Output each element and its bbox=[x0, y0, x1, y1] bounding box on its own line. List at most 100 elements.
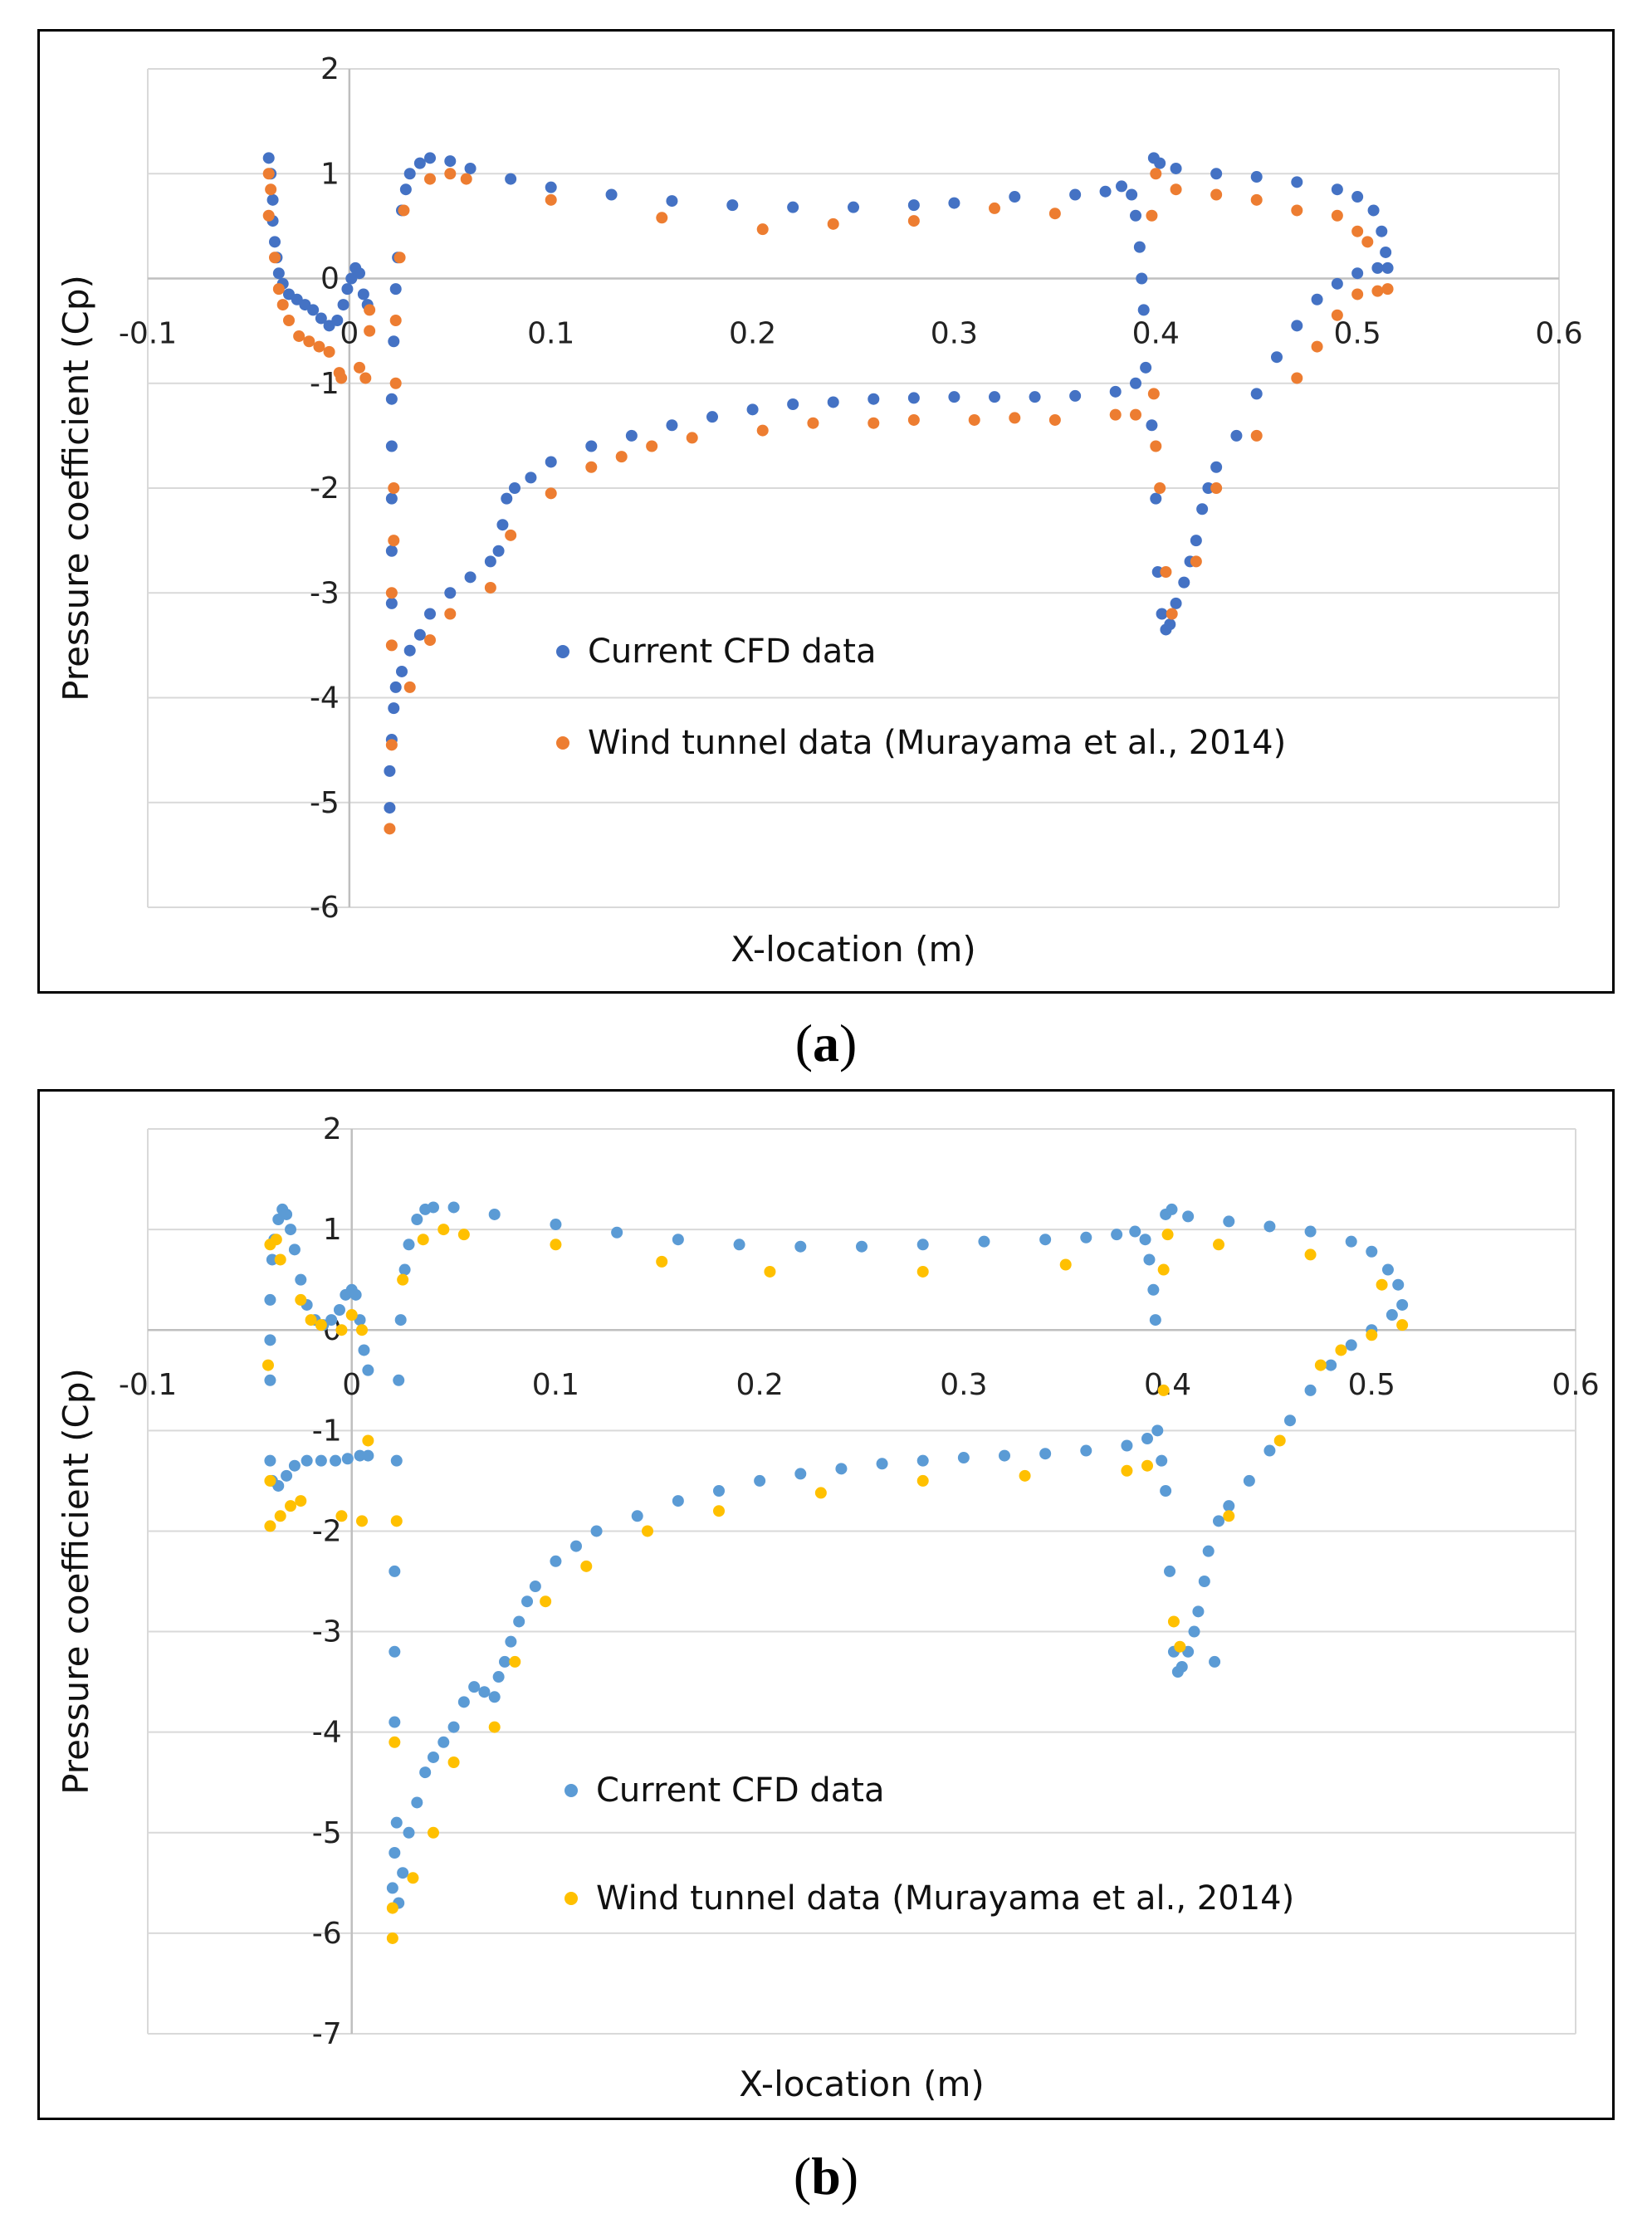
data-point bbox=[307, 304, 320, 316]
data-point bbox=[1202, 482, 1215, 494]
data-point bbox=[1291, 372, 1303, 384]
data-point bbox=[656, 1255, 668, 1268]
data-point bbox=[1170, 162, 1182, 174]
data-point bbox=[501, 492, 513, 505]
data-point bbox=[1331, 183, 1343, 196]
data-point bbox=[1367, 204, 1380, 217]
data-point bbox=[1149, 1314, 1161, 1327]
legend-entry: Current CFD data bbox=[596, 1771, 885, 1810]
data-point bbox=[713, 1505, 725, 1517]
data-point bbox=[419, 1766, 432, 1779]
y-tick-label: -7 bbox=[312, 2017, 342, 2051]
data-point bbox=[389, 377, 402, 389]
data-point bbox=[1230, 429, 1243, 442]
data-point bbox=[1109, 385, 1122, 398]
data-point bbox=[389, 1565, 401, 1577]
data-point bbox=[1141, 1433, 1153, 1445]
subfigure-label-b-text: b bbox=[811, 2147, 841, 2206]
data-point bbox=[264, 1474, 276, 1487]
data-point bbox=[1129, 1225, 1141, 1238]
x-tick-label: 0 bbox=[342, 1368, 361, 1402]
data-point bbox=[437, 1736, 450, 1748]
data-point bbox=[389, 283, 402, 296]
data-point bbox=[1366, 1245, 1378, 1258]
data-point bbox=[274, 1510, 286, 1522]
data-point bbox=[488, 1721, 501, 1733]
data-point bbox=[301, 1454, 313, 1467]
data-point bbox=[1143, 1253, 1156, 1266]
data-point bbox=[1291, 176, 1303, 188]
data-point bbox=[625, 429, 638, 442]
x-axis-title: X-location (m) bbox=[739, 2064, 985, 2104]
data-point bbox=[957, 1452, 970, 1464]
data-point bbox=[264, 1334, 276, 1346]
data-point bbox=[827, 396, 839, 408]
data-point bbox=[1160, 566, 1172, 578]
data-point bbox=[385, 545, 398, 557]
data-point bbox=[1157, 1263, 1170, 1276]
data-point bbox=[1048, 413, 1061, 426]
data-point bbox=[403, 168, 416, 180]
legend-entry: Wind tunnel data (Murayama et al., 2014) bbox=[588, 724, 1286, 762]
data-point bbox=[388, 335, 400, 348]
data-point bbox=[1223, 1510, 1235, 1522]
y-tick-label: -3 bbox=[310, 576, 340, 610]
data-point bbox=[807, 417, 819, 429]
data-point bbox=[362, 1364, 374, 1376]
data-point bbox=[285, 1224, 296, 1236]
data-point bbox=[1351, 267, 1364, 280]
y-tick-label: -1 bbox=[312, 1414, 342, 1448]
data-point bbox=[521, 1595, 534, 1608]
data-point bbox=[394, 1314, 407, 1327]
data-point bbox=[478, 1686, 491, 1698]
data-point bbox=[283, 315, 295, 326]
data-point bbox=[1130, 209, 1141, 222]
data-point bbox=[1151, 1424, 1164, 1437]
data-point bbox=[1188, 1625, 1200, 1638]
data-point bbox=[337, 299, 349, 311]
data-point bbox=[1396, 1298, 1409, 1311]
data-point bbox=[389, 1645, 401, 1658]
y-tick-label: -3 bbox=[312, 1615, 342, 1649]
series-cfd bbox=[262, 152, 1394, 814]
data-point bbox=[496, 519, 509, 531]
data-point bbox=[868, 393, 880, 405]
data-point bbox=[305, 1314, 317, 1327]
data-point bbox=[1223, 1215, 1235, 1228]
data-point bbox=[325, 1314, 338, 1327]
data-point bbox=[1192, 1605, 1205, 1618]
data-point bbox=[266, 193, 279, 206]
data-point bbox=[907, 392, 920, 404]
data-point bbox=[1160, 1485, 1172, 1497]
series-wind-tunnel bbox=[261, 1224, 1409, 1944]
legend-marker bbox=[556, 736, 569, 750]
data-point bbox=[1116, 180, 1127, 193]
data-point bbox=[1154, 157, 1166, 169]
data-point bbox=[285, 1500, 296, 1512]
data-point bbox=[272, 283, 285, 296]
x-tick-label: 0.3 bbox=[940, 1368, 987, 1402]
subfigure-label-a: (a) bbox=[794, 1014, 858, 1072]
data-point bbox=[484, 555, 496, 568]
data-point bbox=[276, 299, 289, 311]
data-point bbox=[916, 1474, 929, 1487]
y-tick-label: -2 bbox=[310, 471, 340, 506]
data-point bbox=[1170, 183, 1182, 196]
data-point bbox=[411, 1796, 423, 1809]
data-point bbox=[388, 702, 400, 715]
legend-marker bbox=[556, 645, 569, 658]
data-point bbox=[1351, 191, 1364, 203]
data-point bbox=[1182, 1210, 1195, 1223]
data-point bbox=[468, 1681, 481, 1693]
data-point bbox=[713, 1485, 725, 1497]
data-point bbox=[989, 391, 1000, 403]
data-point bbox=[357, 288, 369, 300]
data-point bbox=[856, 1240, 868, 1253]
data-point bbox=[948, 197, 960, 209]
data-point bbox=[424, 634, 436, 647]
data-point bbox=[492, 1671, 505, 1683]
x-tick-label: 0.3 bbox=[931, 317, 978, 351]
data-point bbox=[354, 361, 365, 374]
data-point bbox=[1146, 209, 1158, 222]
data-point bbox=[605, 188, 618, 201]
